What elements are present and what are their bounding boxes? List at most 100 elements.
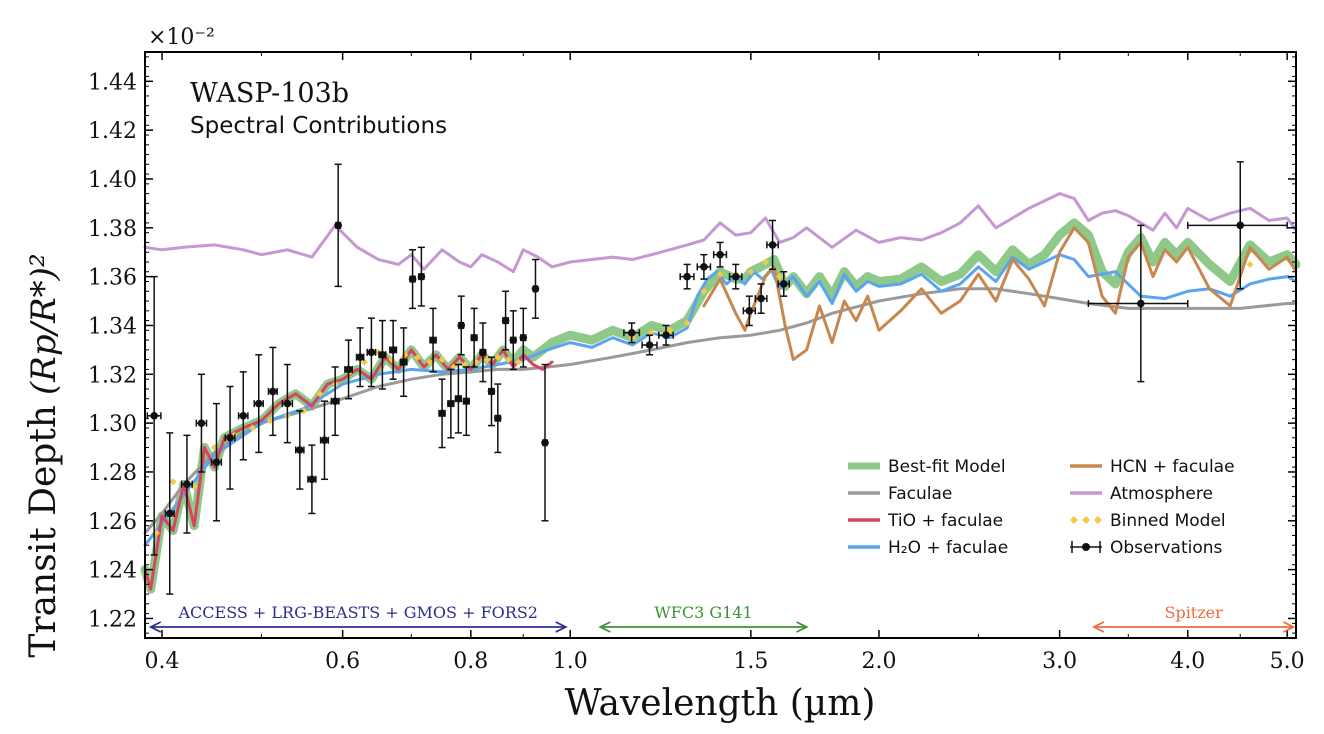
instrument-range: WFC3 G141 xyxy=(598,603,809,633)
observation-point xyxy=(378,319,387,390)
y-tick-label: 1.42 xyxy=(88,119,137,144)
observation-point xyxy=(641,334,658,356)
instrument-range: ACCESS + LRG-BEASTS + GMOS + FORS2 xyxy=(148,603,568,633)
instrument-label: ACCESS + LRG-BEASTS + GMOS + FORS2 xyxy=(177,603,537,622)
observation-point xyxy=(408,249,417,310)
observation-point xyxy=(728,263,743,290)
observation-point xyxy=(294,410,305,490)
observation-point xyxy=(164,432,175,595)
observation-point xyxy=(267,346,278,437)
x-tick-label: 1.5 xyxy=(733,649,768,674)
x-tick-label: 1.0 xyxy=(553,649,588,674)
legend-label: TiO + faculae xyxy=(887,511,1003,531)
observation-point xyxy=(399,327,408,398)
binned-model-point xyxy=(761,258,769,266)
legend-item: Faculae xyxy=(848,484,952,504)
binned-model-point xyxy=(494,353,502,361)
y-tick-label: 1.38 xyxy=(88,217,137,242)
binned-model-point xyxy=(504,356,512,364)
y-tick-label: 1.44 xyxy=(88,70,137,95)
x-tick-label: 5.0 xyxy=(1270,649,1305,674)
x-tick-label: 0.4 xyxy=(145,649,180,674)
observation-point xyxy=(454,363,463,434)
y-tick-label: 1.24 xyxy=(88,559,137,584)
x-tick-label: 0.6 xyxy=(325,649,360,674)
binned-model-point xyxy=(248,424,256,432)
legend: Best-fit Model Faculae TiO + faculae H₂O + … xyxy=(848,457,1235,558)
binned-model-point xyxy=(316,390,324,398)
observation-point xyxy=(319,400,330,481)
observation-point xyxy=(355,327,365,388)
legend-item: Observations xyxy=(1070,538,1223,558)
instrument-ranges: ACCESS + LRG-BEASTS + GMOS + FORS2 WFC3 G… xyxy=(148,603,1296,633)
observation-point xyxy=(696,253,712,280)
observation-point xyxy=(210,402,223,522)
observation-point xyxy=(462,366,471,437)
observation-point xyxy=(334,163,342,288)
instrument-label: Spitzer xyxy=(1164,603,1223,622)
observations-layer xyxy=(146,161,1288,595)
series-atmosphere xyxy=(143,192,1298,274)
binned-model-point xyxy=(776,273,784,281)
observation-point xyxy=(470,307,478,368)
y-axis: 1.22 1.24 1.26 1.28 1.30 1.32 1.34 1.36 1.38 1.40… xyxy=(88,56,1296,634)
observation-point xyxy=(501,290,510,351)
instrument-label: WFC3 G141 xyxy=(654,603,752,622)
binned-model-point xyxy=(683,319,691,327)
plot-frame xyxy=(144,51,1297,639)
observation-point xyxy=(195,373,208,473)
chart-subtitle: Spectral Contributions xyxy=(190,113,447,139)
binned-model-point xyxy=(300,407,308,415)
binned-model-point xyxy=(438,356,446,364)
legend-label: Faculae xyxy=(888,484,952,504)
legend-label: Observations xyxy=(1110,538,1223,558)
binned-model-point xyxy=(747,268,755,276)
observation-point xyxy=(237,371,249,461)
binned-model-point xyxy=(700,287,708,295)
series-hcn-faculae xyxy=(702,226,1298,362)
observation-point xyxy=(253,354,264,454)
observation-point xyxy=(494,383,502,454)
chart-title: WASP-103b xyxy=(190,78,349,109)
legend-item: Best-fit Model xyxy=(848,457,1006,477)
legend-label: Binned Model xyxy=(1110,511,1226,531)
observation-point xyxy=(224,385,236,490)
y-multiplier-label: ×10⁻² xyxy=(148,25,215,50)
observation-point xyxy=(754,283,768,315)
observation-point xyxy=(531,258,540,319)
y-tick-label: 1.34 xyxy=(88,314,137,339)
observation-point xyxy=(438,378,446,449)
observation-point xyxy=(509,310,518,371)
binned-model-point xyxy=(266,417,274,425)
observation-point xyxy=(541,363,549,522)
binned-model-point xyxy=(514,358,522,366)
y-tick-label: 1.40 xyxy=(88,168,137,193)
y-tick-label: 1.32 xyxy=(88,363,137,388)
observation-point xyxy=(623,322,641,344)
observation-point xyxy=(679,263,695,290)
legend-item: Atmosphere xyxy=(1070,484,1213,504)
observation-point xyxy=(487,356,496,427)
y-tick-label: 1.30 xyxy=(88,412,137,437)
y-tick-label: 1.26 xyxy=(88,510,137,535)
legend-item: Binned Model xyxy=(1070,511,1226,531)
y-tick-label: 1.36 xyxy=(88,266,137,291)
observation-point xyxy=(519,307,528,368)
legend-label: HCN + faculae xyxy=(1110,457,1235,477)
observation-point xyxy=(330,366,340,437)
observation-point xyxy=(766,219,779,271)
series-faculae xyxy=(143,287,1298,535)
y-tick-label: 1.22 xyxy=(88,607,137,632)
y-axis-title: Transit Depth xyxy=(23,405,64,658)
legend-item: TiO + faculae xyxy=(848,511,1003,531)
observation-point xyxy=(366,317,377,388)
legend-label: H₂O + faculae xyxy=(888,538,1008,558)
observation-point xyxy=(479,322,487,383)
x-axis: 0.4 0.6 0.8 1.0 1.5 2.0 3.0 4.0 5.0 xyxy=(145,52,1305,674)
binned-model-point xyxy=(360,358,368,366)
legend-label: Atmosphere xyxy=(1110,484,1213,504)
binned-model-point xyxy=(426,358,434,366)
binned-model-point xyxy=(414,353,422,361)
y-axis-title-math: (Rp/R*)² xyxy=(24,253,64,395)
observation-point xyxy=(307,444,317,515)
